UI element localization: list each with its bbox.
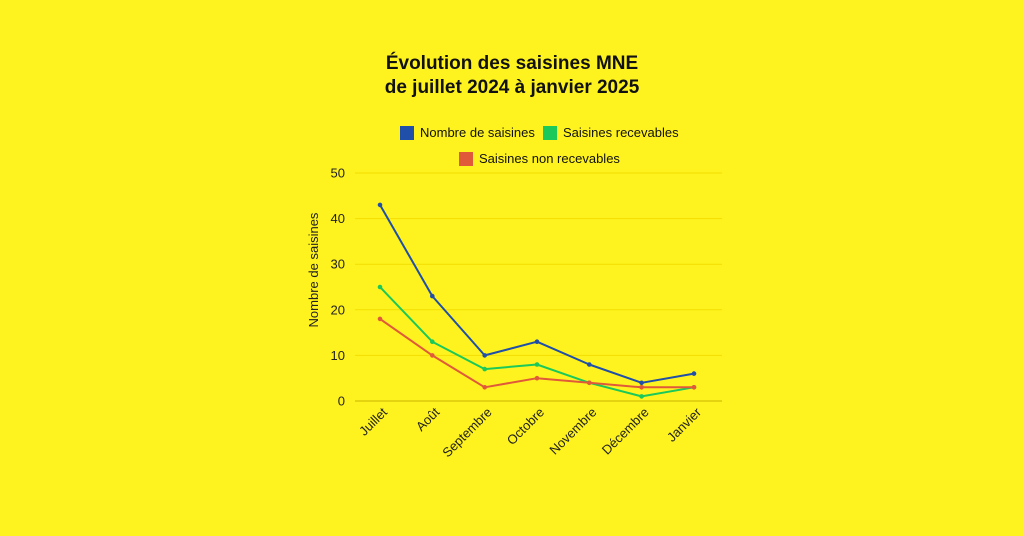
x-tick-label-janvier: Janvier: [664, 404, 705, 445]
data-point-saisines-non-recevables-septembre: [482, 385, 488, 390]
series-saisines-non-recevables: [377, 316, 697, 390]
legend-swatch-nombre-de-saisines: [400, 125, 414, 140]
data-point-saisines-non-recevables-novembre: [587, 380, 592, 386]
data-point-saisines-recevables-juillet: [377, 284, 383, 290]
data-point-saisines-recevables-decembre: [639, 394, 644, 399]
data-point-nombre-de-saisines-novembre: [587, 362, 592, 367]
y-tick-label-20: 20: [331, 302, 345, 317]
series-nombre-de-saisines: [377, 202, 697, 386]
data-point-saisines-recevables-septembre: [482, 366, 488, 372]
x-tick-label-decembre: Décembre: [599, 405, 652, 458]
data-point-saisines-non-recevables-aout: [430, 353, 435, 358]
y-axis-label: Nombre de saisines: [306, 212, 321, 327]
data-point-saisines-non-recevables-octobre: [534, 375, 540, 381]
data-point-nombre-de-saisines-septembre: [482, 353, 488, 358]
data-point-saisines-non-recevables-janvier: [691, 385, 697, 390]
legend-item-nombre-de-saisines: Nombre de saisines: [400, 125, 535, 140]
data-point-nombre-de-saisines-decembre: [639, 380, 644, 386]
legend-label-saisines-non-recevables: Saisines non recevables: [479, 151, 620, 166]
series-line-nombre-de-saisines: [379, 204, 695, 384]
data-point-nombre-de-saisines-juillet: [377, 202, 383, 208]
data-point-nombre-de-saisines-aout: [430, 293, 435, 299]
legend-label-nombre-de-saisines: Nombre de saisines: [420, 125, 535, 140]
series-lines: [377, 202, 697, 399]
x-tick-label-novembre: Novembre: [546, 405, 599, 458]
y-tick-label-30: 30: [331, 257, 345, 272]
legend-item-saisines-non-recevables: Saisines non recevables: [459, 151, 620, 166]
legend-label-saisines-recevables: Saisines recevables: [563, 125, 679, 140]
legend-swatch-saisines-recevables: [543, 125, 557, 140]
data-point-nombre-de-saisines-janvier: [691, 371, 697, 376]
y-tick-label-40: 40: [331, 211, 345, 226]
x-tick-label-aout: Août: [413, 404, 443, 434]
x-tick-label-juillet: Juillet: [356, 404, 390, 438]
y-axis-ticks: 0 10 20 30 40 50: [331, 166, 345, 409]
data-point-saisines-recevables-octobre: [534, 362, 540, 367]
data-point-nombre-de-saisines-octobre: [534, 339, 540, 345]
legend-swatch-saisines-non-recevables: [459, 151, 473, 166]
y-tick-label-0: 0: [338, 394, 345, 409]
grid-lines: [355, 172, 722, 356]
y-tick-label-10: 10: [331, 348, 345, 363]
x-tick-label-septembre: Septembre: [439, 405, 495, 461]
y-tick-label-50: 50: [331, 166, 345, 181]
legend-item-saisines-recevables: Saisines recevables: [543, 125, 679, 140]
data-point-saisines-non-recevables-decembre: [639, 385, 644, 390]
data-point-saisines-non-recevables-juillet: [377, 316, 383, 322]
chart-title-line-1: Évolution des saisines MNE: [385, 53, 639, 74]
x-tick-label-octobre: Octobre: [504, 405, 547, 448]
chart-title-line-2: de juillet 2024 à janvier 2025: [384, 77, 640, 98]
data-point-saisines-recevables-aout: [430, 339, 435, 345]
chart-title: Évolution des saisines MNE de juillet 20…: [312, 52, 712, 100]
